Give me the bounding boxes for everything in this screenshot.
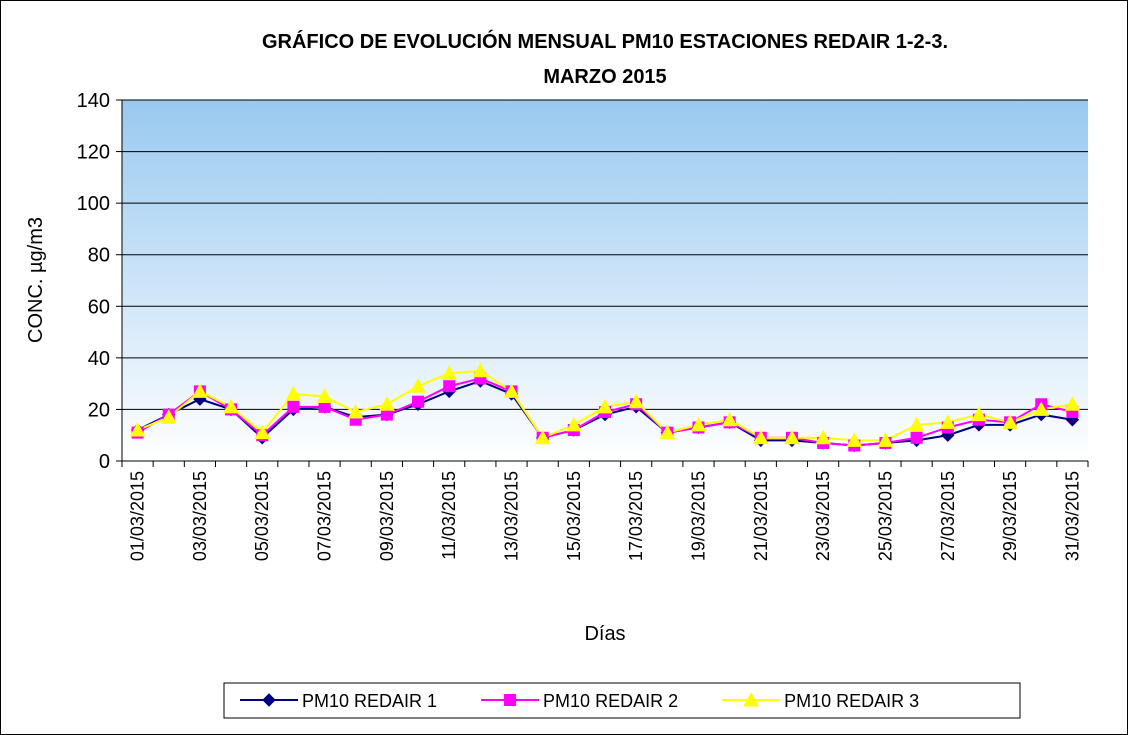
data-point — [971, 406, 987, 422]
chart-title: MARZO 2015 — [543, 66, 666, 88]
y-axis-title: CONC. µg/m3 — [25, 217, 47, 343]
data-point — [566, 416, 582, 432]
data-point — [877, 432, 894, 447]
data-point — [254, 424, 271, 440]
data-point — [192, 383, 208, 398]
data-point — [910, 431, 923, 444]
data-point — [597, 398, 613, 414]
y-tick-label: 20 — [88, 399, 110, 421]
y-tick-label: 100 — [77, 193, 110, 215]
x-tick-label: 29/03/2015 — [1000, 471, 1020, 561]
x-tick-label: 17/03/2015 — [626, 471, 646, 561]
x-tick-label: 01/03/2015 — [128, 471, 148, 561]
data-point — [815, 429, 831, 445]
legend-label: PM10 REDAIR 1 — [302, 691, 437, 711]
data-point — [534, 429, 551, 445]
y-tick-label: 60 — [88, 296, 110, 318]
x-tick-label: 05/03/2015 — [252, 471, 272, 561]
x-axis-title: Días — [584, 623, 625, 645]
data-point — [628, 393, 644, 409]
x-tick-label: 07/03/2015 — [315, 471, 335, 561]
data-point — [690, 416, 707, 432]
legend-marker — [743, 691, 759, 707]
data-point — [1002, 414, 1018, 429]
data-point — [443, 380, 456, 393]
data-point — [223, 398, 239, 414]
data-point — [316, 388, 333, 404]
data-point — [752, 429, 769, 445]
y-tick-label: 140 — [77, 90, 110, 112]
x-tick-label: 31/03/2015 — [1062, 471, 1082, 561]
data-point — [285, 385, 302, 401]
x-tick-label: 09/03/2015 — [377, 471, 397, 561]
x-tick-label: 23/03/2015 — [813, 471, 833, 561]
data-point — [503, 383, 520, 398]
data-point — [412, 395, 425, 408]
data-point — [129, 422, 146, 437]
x-tick-label: 25/03/2015 — [875, 471, 895, 561]
data-point — [939, 414, 956, 429]
data-point — [410, 378, 426, 393]
data-point — [287, 400, 300, 413]
x-tick-label: 15/03/2015 — [564, 471, 584, 561]
x-tick-label: 11/03/2015 — [439, 471, 459, 560]
data-point — [908, 416, 925, 432]
legend-label: PM10 REDAIR 2 — [543, 691, 678, 711]
chart-title: GRÁFICO DE EVOLUCIÓN MENSUAL PM10 ESTACI… — [262, 29, 948, 53]
data-point — [1064, 396, 1081, 411]
x-tick-label: 03/03/2015 — [190, 471, 210, 561]
legend-marker — [262, 693, 276, 707]
data-point — [347, 403, 364, 419]
y-tick-label: 0 — [99, 451, 110, 473]
data-point — [784, 429, 800, 445]
y-tick-label: 80 — [88, 245, 110, 267]
x-tick-label: 27/03/2015 — [938, 471, 958, 561]
x-tick-label: 19/03/2015 — [688, 471, 708, 561]
data-point — [441, 365, 458, 380]
data-point — [659, 424, 676, 440]
x-tick-label: 21/03/2015 — [751, 471, 771, 561]
data-point — [160, 409, 177, 424]
legend-label: PM10 REDAIR 3 — [784, 691, 919, 711]
data-point — [1033, 401, 1050, 416]
data-point — [472, 362, 489, 378]
data-point — [846, 432, 863, 447]
data-point — [721, 411, 738, 427]
x-tick-label: 13/03/2015 — [502, 471, 522, 561]
legend — [223, 682, 1021, 719]
legend-marker — [504, 694, 517, 706]
y-tick-label: 40 — [88, 348, 110, 370]
data-point — [379, 396, 395, 411]
y-tick-label: 120 — [77, 142, 110, 164]
